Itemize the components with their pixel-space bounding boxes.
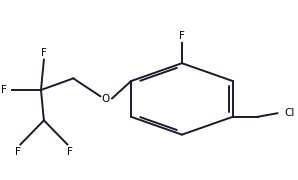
Text: F: F: [67, 147, 73, 157]
Text: Cl: Cl: [285, 108, 295, 118]
Text: F: F: [41, 48, 47, 58]
Text: O: O: [101, 94, 110, 104]
Text: F: F: [1, 85, 7, 95]
Text: F: F: [15, 147, 20, 157]
Text: F: F: [179, 31, 185, 41]
